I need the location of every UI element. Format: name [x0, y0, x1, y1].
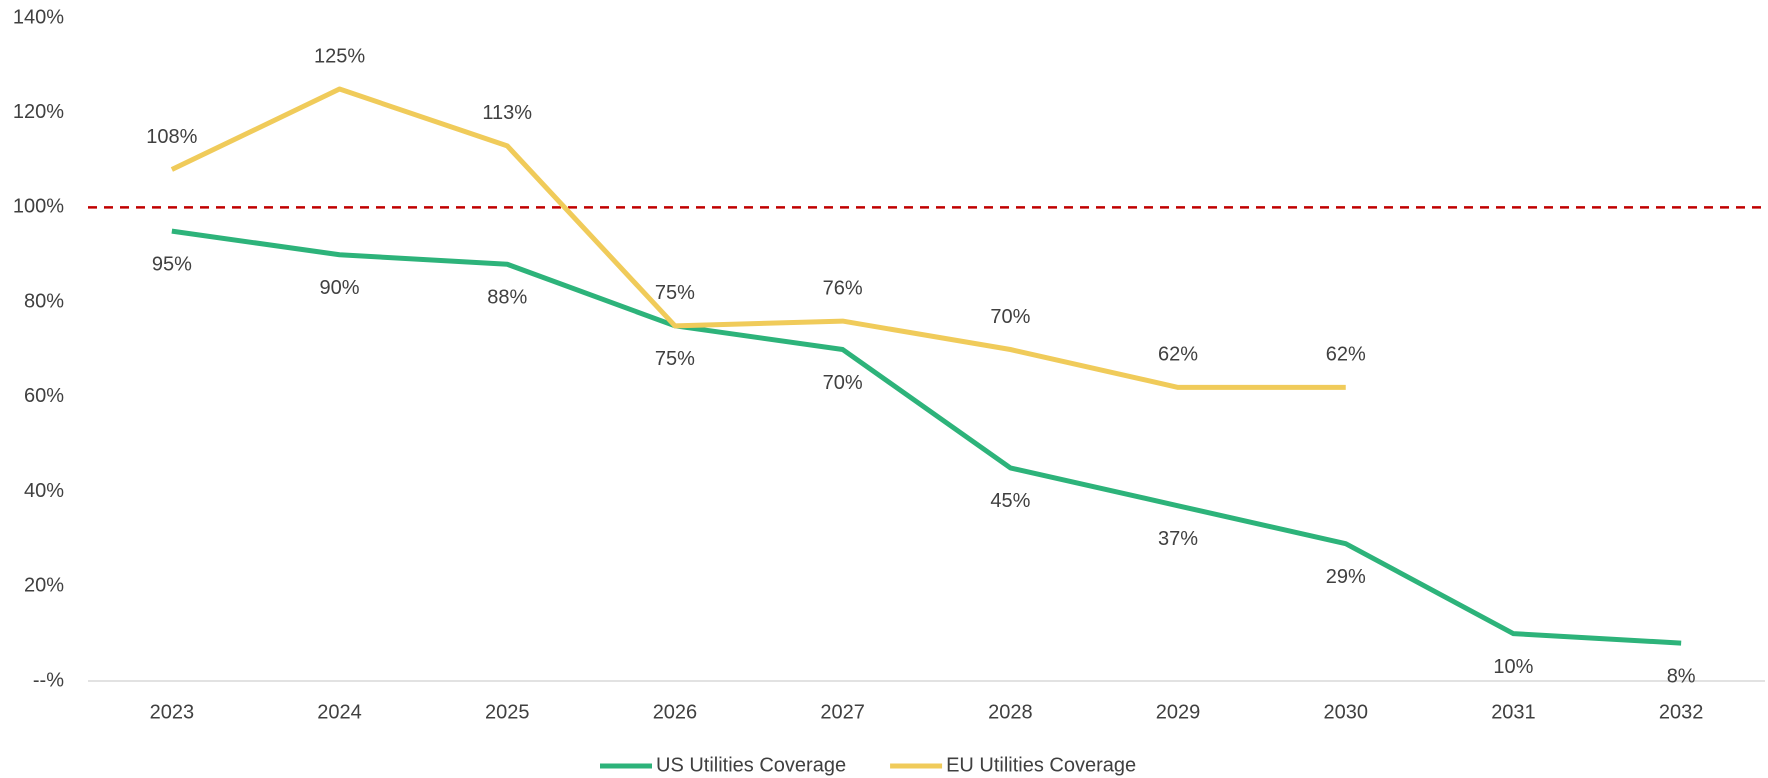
- x-tick-label: 2030: [1324, 701, 1369, 723]
- y-tick-label: --%: [33, 669, 64, 691]
- data-label: 70%: [823, 372, 863, 394]
- x-tick-label: 2024: [317, 701, 362, 723]
- data-label: 8%: [1667, 665, 1696, 687]
- data-label: 10%: [1493, 656, 1533, 678]
- data-label: 113%: [482, 102, 532, 124]
- x-tick-label: 2026: [653, 701, 698, 723]
- legend-label: US Utilities Coverage: [656, 754, 846, 776]
- x-tick-label: 2029: [1156, 701, 1201, 723]
- data-label: 70%: [990, 306, 1030, 328]
- data-label: 75%: [655, 348, 695, 370]
- data-label: 95%: [152, 253, 192, 275]
- data-label: 88%: [487, 287, 527, 309]
- legend: US Utilities Coverage EU Utilities Covera…: [600, 754, 1136, 776]
- data-label: 62%: [1158, 344, 1198, 366]
- data-label: 45%: [990, 490, 1030, 512]
- data-label: 75%: [655, 282, 695, 304]
- y-tick-label: 80%: [24, 290, 64, 312]
- x-tick-label: 2027: [820, 701, 865, 723]
- data-label: 125%: [314, 45, 365, 67]
- x-tick-label: 2031: [1491, 701, 1536, 723]
- y-tick-label: 120%: [13, 101, 64, 123]
- data-label: 76%: [823, 277, 863, 299]
- data-label: 108%: [146, 126, 197, 148]
- legend-label: EU Utilities Coverage: [946, 754, 1136, 776]
- y-tick-label: 60%: [24, 385, 64, 407]
- x-tick-label: 2028: [988, 701, 1033, 723]
- y-tick-label: 100%: [13, 196, 64, 218]
- y-tick-label: 140%: [13, 6, 64, 28]
- x-tick-label: 2032: [1659, 701, 1704, 723]
- data-label: 29%: [1326, 566, 1366, 588]
- data-label: 37%: [1158, 528, 1198, 550]
- data-label: 62%: [1326, 344, 1366, 366]
- data-label: 90%: [320, 277, 360, 299]
- x-tick-label: 2025: [485, 701, 530, 723]
- y-tick-label: 40%: [24, 480, 64, 502]
- x-tick-label: 2023: [150, 701, 195, 723]
- series-line: [170, 86, 1346, 390]
- series-line: [171, 228, 1682, 646]
- y-tick-label: 20%: [24, 575, 64, 597]
